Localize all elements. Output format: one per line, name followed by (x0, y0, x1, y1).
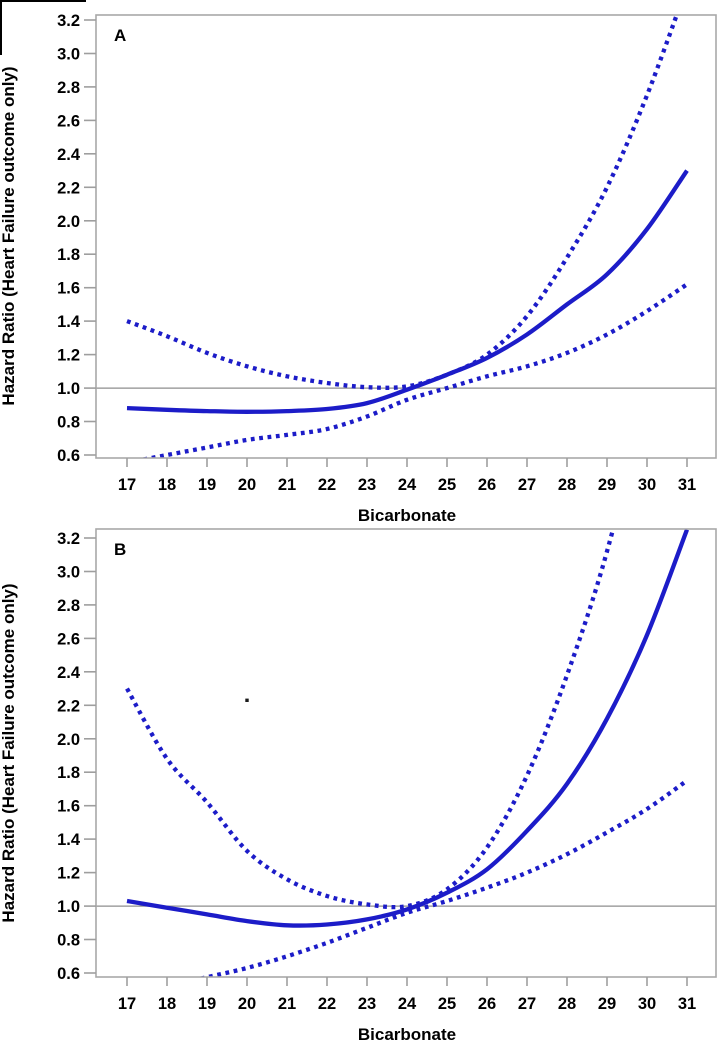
y-tick-label: 1.0 (57, 380, 80, 398)
y-tick-label: 1.2 (57, 865, 80, 883)
y-tick-label: 2.6 (57, 630, 80, 648)
x-tick-label: 21 (278, 995, 296, 1013)
y-axis-title: Hazard Ratio (Heart Failure outcome only… (0, 66, 18, 405)
plot-frame (95, 528, 717, 978)
y-tick-label: 1.6 (57, 280, 80, 298)
y-tick-label: 2.2 (57, 697, 80, 715)
y-tick-label: 0.8 (57, 414, 80, 432)
x-tick-label: 19 (198, 995, 216, 1013)
y-tick-label: 2.6 (57, 112, 80, 130)
x-tick-label: 27 (518, 995, 536, 1013)
x-tick-label: 28 (558, 476, 576, 494)
hazard-ratio-estimate-curve (126, 529, 690, 928)
curves-group (126, 15, 689, 458)
border-artifact-left (0, 0, 2, 55)
x-tick-label: 18 (158, 995, 176, 1013)
y-tick-label: 3.0 (57, 564, 80, 582)
panel-label: B (114, 540, 126, 559)
x-tick-label: 29 (598, 476, 616, 494)
y-tick-label: 2.2 (57, 179, 80, 197)
x-tick-label: 27 (518, 476, 536, 494)
y-tick-label: 2.4 (57, 664, 81, 682)
x-axis-title: Bicarbonate (358, 506, 456, 525)
x-tick-label: 24 (398, 476, 417, 494)
x-tick-label: 22 (318, 995, 336, 1013)
y-tick-label: 2.0 (57, 213, 80, 231)
y-tick-label: 3.2 (57, 12, 80, 30)
x-axis-title: Bicarbonate (358, 1025, 456, 1044)
x-tick-label: 22 (318, 476, 336, 494)
x-tick-label: 26 (478, 476, 496, 494)
y-tick-label: 1.4 (57, 313, 81, 331)
x-tick-label: 20 (238, 476, 256, 494)
stray-dot (245, 698, 249, 702)
y-tick-label: 2.4 (57, 146, 81, 164)
y-tick-label: 0.8 (57, 932, 80, 950)
y-tick-label: 1.2 (57, 347, 80, 365)
x-tick-label: 31 (678, 995, 696, 1013)
x-tick-label: 17 (118, 995, 136, 1013)
x-tick-label: 31 (678, 476, 696, 494)
x-tick-label: 25 (438, 995, 456, 1013)
x-tick-label: 26 (478, 995, 496, 1013)
x-tick-label: 21 (278, 476, 296, 494)
y-tick-label: 1.8 (57, 246, 80, 264)
y-axis-title: Hazard Ratio (Heart Failure outcome only… (0, 583, 18, 922)
x-tick-label: 23 (358, 476, 376, 494)
x-tick-label: 30 (638, 476, 656, 494)
y-tick-label: 2.8 (57, 597, 80, 615)
y-tick-label: 3.2 (57, 530, 80, 548)
y-tick-label: 3.0 (57, 46, 80, 64)
y-tick-label: 2.0 (57, 731, 80, 749)
x-tick-label: 25 (438, 476, 456, 494)
upper-confidence-limit-curve (125, 529, 616, 910)
y-tick-label: 1.6 (57, 798, 80, 816)
x-tick-label: 20 (238, 995, 256, 1013)
y-tick-label: 1.8 (57, 764, 80, 782)
lower-confidence-limit-curve (198, 778, 689, 977)
x-tick-label: 23 (358, 995, 376, 1013)
y-tick-label: 1.0 (57, 898, 80, 916)
panel-b: 0.6 0.8 1.0 1.2 1.4 1.6 1.8 2.0 2.2 2.4 2.6 2.8 3.0 3… (0, 528, 717, 1044)
y-tick-label: 0.6 (57, 965, 80, 983)
y-tick-label: 2.8 (57, 79, 80, 97)
curves-group (125, 529, 690, 977)
panel-label: A (114, 26, 126, 45)
upper-confidence-limit-curve (126, 15, 680, 390)
x-tick-label: 24 (398, 995, 417, 1013)
panel-a: 0.6 0.8 1.0 1.2 1.4 1.6 1.8 2.0 2.2 2.4 2.6 2.8 3.0 3… (0, 12, 717, 525)
x-tick-label: 28 (558, 995, 576, 1013)
y-tick-label: 1.4 (57, 831, 81, 849)
y-tick-label: 0.6 (57, 447, 80, 465)
hazard-ratio-estimate-curve (126, 169, 689, 414)
x-tick-label: 29 (598, 995, 616, 1013)
lower-confidence-limit-curve (139, 282, 689, 458)
x-tick-label: 19 (198, 476, 216, 494)
x-tick-label: 30 (638, 995, 656, 1013)
plot-frame (95, 14, 717, 459)
x-tick-label: 18 (158, 476, 176, 494)
x-tick-label: 17 (118, 476, 136, 494)
border-artifact-top (0, 0, 86, 2)
